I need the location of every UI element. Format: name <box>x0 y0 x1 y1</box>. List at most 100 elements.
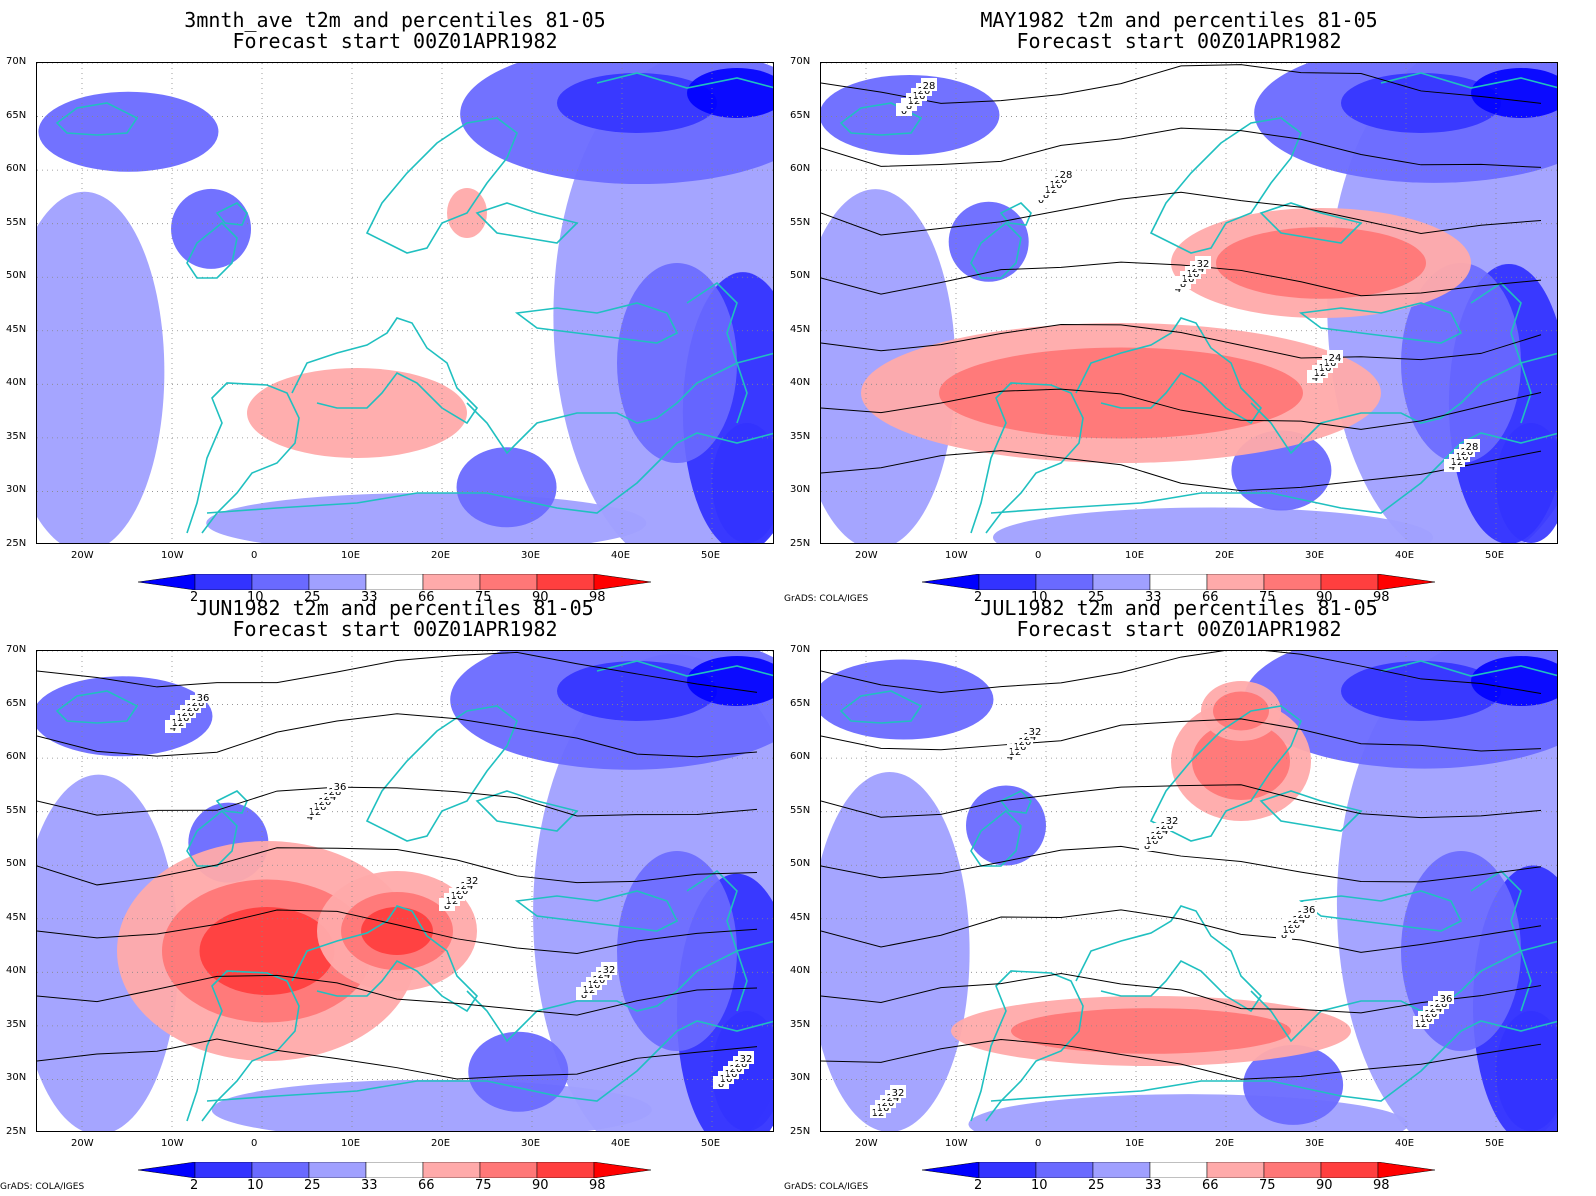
lat-tick-label: 55N <box>790 216 811 228</box>
contour-label: 32 <box>1164 813 1180 827</box>
lon-tick-label: 10W <box>945 1138 968 1149</box>
svg-text:16: 16 <box>877 1103 890 1114</box>
svg-text:16: 16 <box>1456 452 1469 463</box>
lon-tick-label: 40E <box>1395 1138 1415 1149</box>
colorbar-label: 33 <box>361 590 378 605</box>
panel-title: MAY1982 t2m and percentiles 81-05 <box>980 8 1378 32</box>
credit-text: GrADS: COLA/IGES <box>784 594 869 604</box>
lon-tick-label: 20W <box>71 1138 94 1149</box>
svg-text:12: 12 <box>1451 457 1464 468</box>
coastline <box>1380 660 1557 677</box>
svg-text:24: 24 <box>598 970 611 981</box>
svg-text:20: 20 <box>918 86 931 97</box>
coastline <box>475 202 579 244</box>
svg-text:28: 28 <box>735 1059 748 1070</box>
svg-text:16: 16 <box>1187 269 1200 280</box>
map-plot: 4 4 8 8 8 12 12 12 12 16 16 16 16 16 16 20 20 20 20 20 20 24 2… <box>36 650 774 1132</box>
svg-text:20: 20 <box>730 1064 743 1075</box>
contour-label: 32 <box>601 962 617 976</box>
lon-tick-label: 20E <box>431 550 451 561</box>
lon-tick-label: 0 <box>251 1138 258 1149</box>
svg-text:20: 20 <box>1461 447 1474 458</box>
colorbar-label: 75 <box>475 1178 492 1193</box>
colorbar-label: 66 <box>1202 590 1219 605</box>
colorbar-arrow-left <box>921 1161 980 1179</box>
lat-tick-label: 30N <box>790 484 811 496</box>
svg-text:12: 12 <box>1045 185 1058 196</box>
panel-3month: 3mnth_ave t2m and percentiles 81-05 Fore… <box>0 0 790 605</box>
coastline <box>1075 905 1263 1013</box>
svg-text:20: 20 <box>456 886 469 897</box>
svg-text:16: 16 <box>725 1069 738 1080</box>
svg-text:32: 32 <box>1166 816 1179 827</box>
lat-tick-label: 55N <box>790 804 811 816</box>
lon-tick-label: 20W <box>855 550 878 561</box>
lat-tick-label: 70N <box>6 56 27 67</box>
contour-label: 32 <box>738 1051 754 1065</box>
lon-tick-label: 20W <box>855 1138 878 1149</box>
colorbar-label: 33 <box>361 1178 378 1193</box>
coastline <box>686 869 748 1012</box>
svg-text:16: 16 <box>1146 836 1159 847</box>
svg-text:16: 16 <box>1319 363 1332 374</box>
colorbar-segment <box>365 1161 424 1179</box>
coastline <box>186 221 238 279</box>
svg-text:20: 20 <box>187 703 200 714</box>
panel-subtitle: Forecast start 00Z01APR1982 <box>232 29 558 53</box>
panel-title: JUN1982 t2m and percentiles 81-05 <box>196 596 594 620</box>
coastline <box>1470 869 1532 1012</box>
coastline <box>1149 117 1302 254</box>
coastline <box>1259 202 1363 244</box>
lat-tick-label: 40N <box>6 965 27 977</box>
svg-text:4: 4 <box>1175 284 1181 295</box>
coastline <box>215 202 248 226</box>
colorbar-arrow-right <box>1377 573 1436 591</box>
svg-text:8: 8 <box>1043 190 1049 201</box>
coastline <box>839 690 923 724</box>
colorbar-label: 10 <box>247 590 264 605</box>
lat-tick-label: 45N <box>6 323 27 335</box>
svg-text:12: 12 <box>172 718 185 729</box>
colorbar-label: 2 <box>190 1178 199 1193</box>
svg-text:12: 12 <box>1314 368 1327 379</box>
svg-text:12: 12 <box>583 985 596 996</box>
lat-tick-label: 65N <box>790 109 811 121</box>
svg-text:32: 32 <box>740 1054 753 1065</box>
svg-text:16: 16 <box>1283 925 1296 936</box>
svg-text:16: 16 <box>913 91 926 102</box>
svg-text:16: 16 <box>177 713 190 724</box>
coastline <box>466 940 773 1043</box>
svg-text:0: 0 <box>901 106 907 117</box>
coastline <box>1149 705 1302 842</box>
svg-text:24: 24 <box>1430 1004 1443 1015</box>
coastline <box>990 1020 1557 1102</box>
svg-text:36: 36 <box>197 693 210 704</box>
lat-tick-label: 25N <box>6 538 27 549</box>
lat-tick-label: 70N <box>790 56 811 67</box>
colorbar-label: 25 <box>1088 1178 1105 1193</box>
colorbar-segment <box>1263 1161 1322 1179</box>
colorbar-label: 66 <box>418 590 435 605</box>
lon-tick-label: 10W <box>161 1138 184 1149</box>
panel-subtitle: Forecast start 00Z01APR1982 <box>232 617 558 641</box>
colorbar-label: 98 <box>1373 590 1390 605</box>
map-plot <box>36 62 774 544</box>
colorbar-label: 33 <box>1145 1178 1162 1193</box>
lon-tick-label: 30E <box>521 550 541 561</box>
svg-text:20: 20 <box>319 797 332 808</box>
svg-text:12: 12 <box>446 896 459 907</box>
lat-tick-label: 25N <box>790 1126 811 1137</box>
svg-text:24: 24 <box>1024 732 1037 743</box>
svg-text:32: 32 <box>1029 727 1042 738</box>
colorbar-segment <box>308 1161 367 1179</box>
lon-tick-label: 50E <box>1485 1138 1505 1149</box>
contour-label: 36 <box>1438 991 1454 1005</box>
lat-tick-label: 65N <box>6 109 27 121</box>
svg-text:32: 32 <box>603 965 616 976</box>
coastline <box>186 970 300 1122</box>
svg-text:20: 20 <box>1055 175 1068 186</box>
svg-text:12: 12 <box>872 1108 885 1119</box>
colorbar <box>921 1161 1442 1182</box>
lon-tick-label: 10W <box>945 550 968 561</box>
colorbar-label: 10 <box>247 1178 264 1193</box>
